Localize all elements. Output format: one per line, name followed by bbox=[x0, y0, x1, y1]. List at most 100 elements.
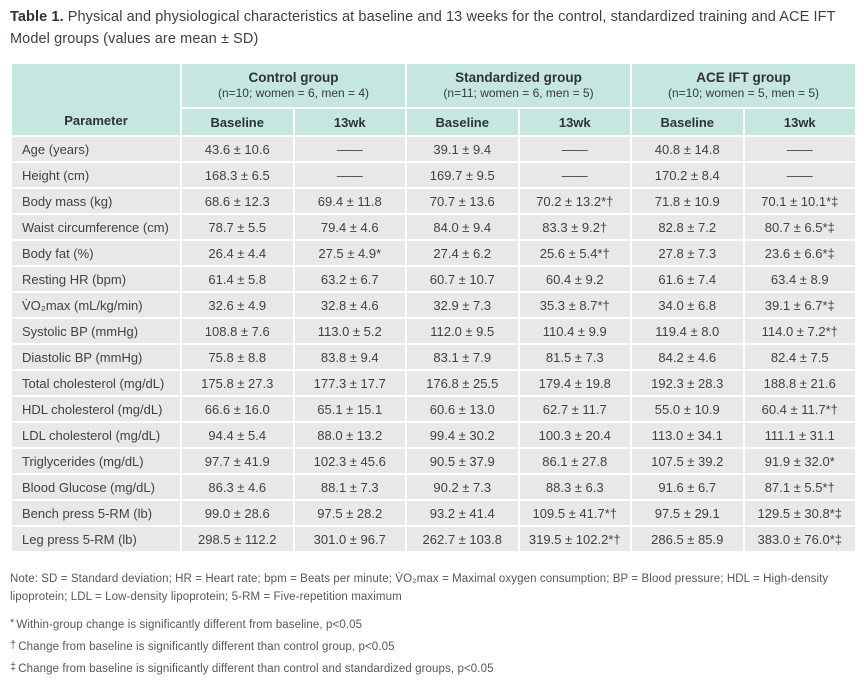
column-header-13wk: 13wk bbox=[292, 107, 407, 137]
group-detail: (n=11; women = 6, men = 5) bbox=[443, 86, 594, 100]
value-cell: 88.0 ± 13.2 bbox=[292, 421, 407, 449]
value-cell: 79.4 ± 4.6 bbox=[292, 213, 407, 241]
value-cell: 113.0 ± 5.2 bbox=[292, 317, 407, 345]
value-cell: 88.3 ± 6.3 bbox=[517, 473, 633, 501]
value-cell: 70.1 ± 10.1*‡ bbox=[742, 187, 858, 215]
group-header-standardized: Standardized group (n=11; women = 6, men… bbox=[404, 62, 633, 109]
value-cell: 129.5 ± 30.8*‡ bbox=[742, 499, 858, 527]
value-cell: 82.4 ± 7.5 bbox=[742, 343, 858, 371]
value-cell: 66.6 ± 16.0 bbox=[180, 395, 295, 423]
group-name: Standardized group bbox=[455, 70, 582, 85]
parameter-cell: Body mass (kg) bbox=[10, 187, 182, 215]
table-body: Age (years) 43.6 ± 10.6 —— 39.1 ± 9.4 —— 40.8… bbox=[10, 135, 858, 553]
parameter-cell: LDL cholesterol (mg/dL) bbox=[10, 421, 182, 449]
value-cell: 113.0 ± 34.1 bbox=[630, 421, 745, 449]
value-cell: —— bbox=[742, 161, 858, 189]
abbreviations-note: Note: SD = Standard deviation; HR = Hear… bbox=[10, 573, 829, 603]
value-cell: 32.9 ± 7.3 bbox=[405, 291, 520, 319]
parameter-cell: Leg press 5-RM (lb) bbox=[10, 525, 182, 553]
table-row: Triglycerides (mg/dL) 97.7 ± 41.9 102.3 ± … bbox=[10, 447, 858, 475]
value-cell: 71.8 ± 10.9 bbox=[630, 187, 745, 215]
value-cell: 298.5 ± 112.2 bbox=[180, 525, 295, 553]
value-cell: 170.2 ± 8.4 bbox=[630, 161, 745, 189]
value-cell: 81.5 ± 7.3 bbox=[517, 343, 633, 371]
table-row: Leg press 5-RM (lb) 298.5 ± 112.2 301.0 ± … bbox=[10, 525, 858, 553]
value-cell: 70.7 ± 13.6 bbox=[405, 187, 520, 215]
parameter-cell: Waist circumference (cm) bbox=[10, 213, 182, 241]
value-cell: 93.2 ± 41.4 bbox=[405, 499, 520, 527]
value-cell: 168.3 ± 6.5 bbox=[180, 161, 295, 189]
footnote-marker: † bbox=[10, 639, 17, 651]
value-cell: 109.5 ± 41.7*† bbox=[517, 499, 633, 527]
value-cell: 91.9 ± 32.0* bbox=[742, 447, 858, 475]
parameter-cell: Triglycerides (mg/dL) bbox=[10, 447, 182, 475]
value-cell: 63.2 ± 6.7 bbox=[292, 265, 407, 293]
value-cell: 32.6 ± 4.9 bbox=[180, 291, 295, 319]
value-cell: 62.7 ± 11.7 bbox=[517, 395, 633, 423]
value-cell: 69.4 ± 11.8 bbox=[292, 187, 407, 215]
value-cell: 90.2 ± 7.3 bbox=[405, 473, 520, 501]
table-row: HDL cholesterol (mg/dL) 66.6 ± 16.0 65.1 ±… bbox=[10, 395, 858, 423]
value-cell: 110.4 ± 9.9 bbox=[517, 317, 633, 345]
value-cell: 39.1 ± 6.7*‡ bbox=[742, 291, 858, 319]
parameter-cell: HDL cholesterol (mg/dL) bbox=[10, 395, 182, 423]
value-cell: 86.1 ± 27.8 bbox=[517, 447, 633, 475]
group-detail: (n=10; women = 5, men = 5) bbox=[667, 86, 820, 100]
value-cell: 88.1 ± 7.3 bbox=[292, 473, 407, 501]
column-header-baseline: Baseline bbox=[180, 107, 295, 137]
value-cell: 35.3 ± 8.7*† bbox=[517, 291, 633, 319]
table-row: Resting HR (bpm) 61.4 ± 5.8 63.2 ± 6.7 60.7… bbox=[10, 265, 858, 293]
subheader-row: Baseline 13wk Baseline 13wk Baseline 13w… bbox=[11, 107, 858, 137]
value-cell: 179.4 ± 19.8 bbox=[517, 369, 633, 397]
table-title: Table 1. Physical and physiological chara… bbox=[10, 6, 855, 50]
value-cell: 26.4 ± 4.4 bbox=[180, 239, 295, 267]
table-row: V̇O₂max (mL/kg/min) 32.6 ± 4.9 32.8 ± 4.6 3… bbox=[10, 291, 858, 319]
group-name: Control group bbox=[248, 70, 339, 85]
value-cell: 177.3 ± 17.7 bbox=[292, 369, 407, 397]
value-cell: 40.8 ± 14.8 bbox=[630, 135, 745, 163]
value-cell: 319.5 ± 102.2*† bbox=[517, 525, 633, 553]
table-row: Body fat (%) 26.4 ± 4.4 27.5 ± 4.9* 27.4 ± … bbox=[10, 239, 858, 267]
group-header-ace-ift: ACE IFT group (n=10; women = 5, men = 5) bbox=[630, 62, 858, 109]
value-cell: —— bbox=[517, 135, 633, 163]
column-header-baseline: Baseline bbox=[405, 107, 520, 137]
value-cell: 87.1 ± 5.5*† bbox=[742, 473, 858, 501]
value-cell: 90.5 ± 37.9 bbox=[405, 447, 520, 475]
parameter-cell: Diastolic BP (mmHg) bbox=[10, 343, 182, 371]
table-row: Height (cm) 168.3 ± 6.5 —— 169.7 ± 9.5 —— 170… bbox=[10, 161, 858, 189]
parameter-cell: Resting HR (bpm) bbox=[10, 265, 182, 293]
parameter-cell: Bench press 5-RM (lb) bbox=[10, 499, 182, 527]
value-cell: 78.7 ± 5.5 bbox=[180, 213, 295, 241]
value-cell: 94.4 ± 5.4 bbox=[180, 421, 295, 449]
value-cell: 83.8 ± 9.4 bbox=[292, 343, 407, 371]
table-row: Body mass (kg) 68.6 ± 12.3 69.4 ± 11.8 70.7… bbox=[10, 187, 858, 215]
value-cell: 188.8 ± 21.6 bbox=[742, 369, 858, 397]
value-cell: 39.1 ± 9.4 bbox=[405, 135, 520, 163]
column-header-13wk: 13wk bbox=[517, 107, 633, 137]
footnote-asterisk: * Within-group change is significantly di… bbox=[10, 617, 855, 632]
footnote-marker: * bbox=[10, 617, 15, 629]
value-cell: 383.0 ± 76.0*‡ bbox=[742, 525, 858, 553]
footnote-dagger: † Change from baseline is significantly d… bbox=[10, 639, 855, 654]
table-row: Blood Glucose (mg/dL) 86.3 ± 4.6 88.1 ± 7.… bbox=[10, 473, 858, 501]
value-cell: 25.6 ± 5.4*† bbox=[517, 239, 633, 267]
value-cell: 99.4 ± 30.2 bbox=[405, 421, 520, 449]
value-cell: 169.7 ± 9.5 bbox=[405, 161, 520, 189]
footnotes-section: Note: SD = Standard deviation; HR = Hear… bbox=[10, 570, 855, 676]
value-cell: —— bbox=[517, 161, 633, 189]
column-header-13wk: 13wk bbox=[742, 107, 858, 137]
footnote-double-dagger: ‡ Change from baseline is significantly d… bbox=[10, 661, 855, 676]
table-title-label: Table 1. bbox=[10, 9, 64, 25]
value-cell: 82.8 ± 7.2 bbox=[630, 213, 745, 241]
value-cell: 60.4 ± 11.7*† bbox=[742, 395, 858, 423]
value-cell: 107.5 ± 39.2 bbox=[630, 447, 745, 475]
value-cell: 100.3 ± 20.4 bbox=[517, 421, 633, 449]
characteristics-table: Parameter Control group (n=10; women = 6… bbox=[10, 62, 858, 553]
value-cell: 286.5 ± 85.9 bbox=[630, 525, 745, 553]
value-cell: 102.3 ± 45.6 bbox=[292, 447, 407, 475]
parameter-cell: Height (cm) bbox=[10, 161, 182, 189]
value-cell: 83.3 ± 9.2† bbox=[517, 213, 633, 241]
value-cell: 80.7 ± 6.5*‡ bbox=[742, 213, 858, 241]
footnote-text: Change from baseline is significantly di… bbox=[18, 663, 494, 675]
value-cell: 32.8 ± 4.6 bbox=[292, 291, 407, 319]
